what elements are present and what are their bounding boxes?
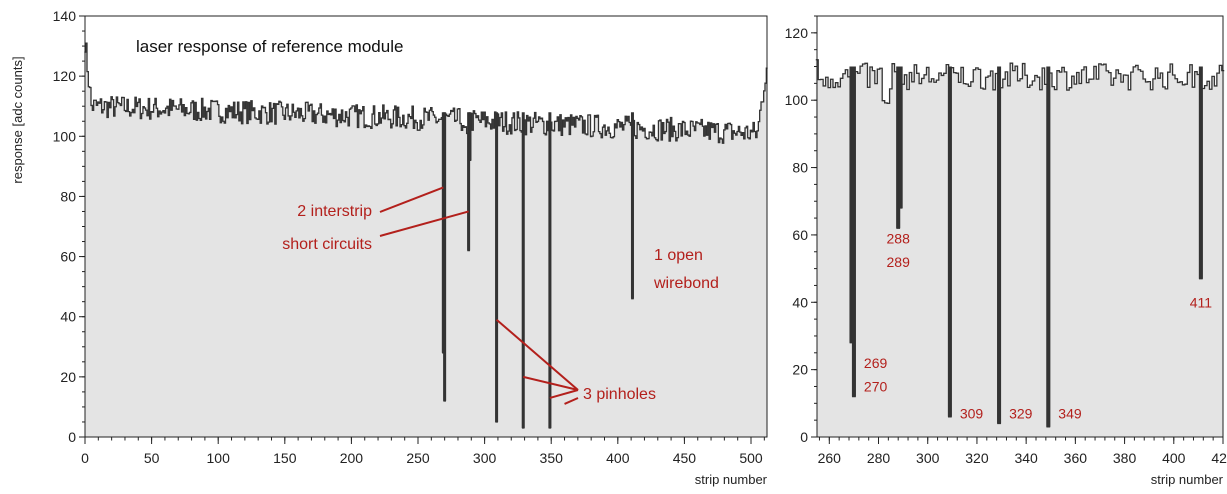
x-axis-label: strip number [695,472,768,487]
right-chart: 0 20 40 60 80 100 120 260 280 300 320 340 360 380 400 4… [785,15,1227,487]
x-tick-label: 250 [406,450,430,466]
x-tick-label: 50 [144,450,160,466]
x-tick-label: 300 [473,450,497,466]
x-tick-label: 380 [1113,450,1137,466]
plot-frame [816,15,1224,438]
y-axis-label: response [adc counts] [10,56,25,183]
y-tick-label: 100 [53,128,77,144]
y-tick-label: 80 [60,188,76,204]
x-tick-label: 150 [273,450,297,466]
area-fill [84,43,768,438]
y-tick-label: 60 [60,249,76,265]
annotation-open: 1 open [654,247,703,264]
x-tick-label: 280 [867,450,891,466]
y-tick-label: 140 [53,8,77,24]
area-fill [815,59,1225,438]
y-tick-label: 20 [60,369,76,385]
y-tick-label: 20 [792,362,808,378]
y-tick-label: 40 [792,294,808,310]
strip-label-269: 269 [864,355,888,371]
x-tick-label: 320 [965,450,989,466]
strip-label-349: 349 [1058,405,1082,421]
x-tick-label: 350 [540,450,564,466]
x-axis-label: strip number [1151,472,1224,487]
y-tick-label: 40 [60,309,76,325]
annotation-pinholes: 3 pinholes [583,386,656,403]
x-tick-label: 300 [916,450,940,466]
annotation-pointer-short-1 [379,210,469,237]
x-tick-label: 260 [818,450,842,466]
x-tick-label: 200 [340,450,364,466]
annotation-pointer-pinhole-0 [495,318,579,391]
x-tick-label: 400 [606,450,630,466]
x-tick-label: 500 [739,450,763,466]
strip-label-289: 289 [887,254,911,270]
x-tick-label: 0 [81,450,89,466]
annotation-wirebond: wirebond [653,275,719,292]
annotation-short-circuits: short circuits [282,236,372,253]
y-tick-label: 120 [53,68,77,84]
annotation-interstrip: 2 interstrip [297,203,372,220]
response-line [84,42,768,429]
x-tick-label: 420 [1211,450,1227,466]
x-tick-label: 400 [1162,450,1186,466]
strip-label-309: 309 [960,405,984,421]
y-tick-label: 100 [785,92,809,108]
response-line [815,59,1225,428]
y-tick-label: 0 [800,429,808,445]
y-tick-label: 0 [68,429,76,445]
strip-label-411: 411 [1190,294,1213,310]
left-chart: 0 20 40 60 80 100 120 140 0 50 100 150 200 250 300 350 4… [10,8,768,487]
x-tick-label: 100 [207,450,231,466]
strip-label-270: 270 [864,378,888,394]
annotation-pointer-pinhole-2 [549,389,579,399]
strip-label-329: 329 [1009,405,1033,421]
y-tick-label: 120 [785,25,809,41]
strip-label-288: 288 [887,230,911,246]
x-tick-label: 340 [1014,450,1038,466]
y-tick-label: 60 [792,227,808,243]
chart-title: laser response of reference module [136,37,403,56]
annotation-pointer-pinhole-extra [564,397,579,405]
annotation-pointer-pinhole-1 [523,375,579,391]
x-tick-label: 360 [1064,450,1088,466]
x-tick-label: 450 [673,450,697,466]
annotation-pointer-short-0 [379,186,444,213]
y-tick-label: 80 [792,160,808,176]
